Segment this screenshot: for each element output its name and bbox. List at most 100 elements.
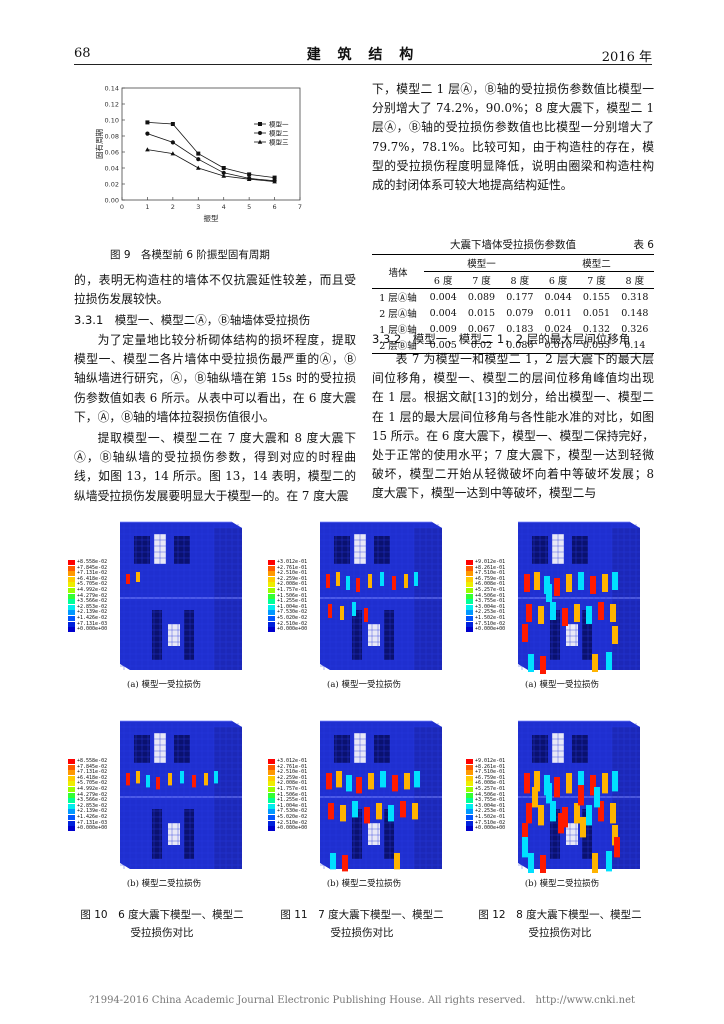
legend-swatch [466,815,473,820]
legend-swatch [466,621,473,627]
table6-deg: 7 度 [472,276,491,287]
legend-label: 模型一 [269,120,289,129]
fig9-chart: 0.00 0.02 0.04 0.06 0.08 0.10 0.12 0.14 0 1 2 3 4 5 6 7… [88,80,328,240]
damage-cell [376,803,382,820]
data-point [272,179,277,184]
damage-cell [598,801,604,822]
building-body [320,522,442,670]
legend-label: 模型三 [269,138,289,147]
damage-cell [340,606,344,620]
legend-value: +0.000e+00 [475,626,506,633]
building-model-render [120,720,242,869]
damage-cell [352,801,358,818]
table6-deg: 6 度 [433,276,453,287]
legend-swatch [268,593,275,599]
legend-value: +1.506e-01 [277,791,308,798]
legend-swatch [466,759,473,764]
legend-value: +7.845e-02 [77,564,108,571]
legend-swatch [68,565,75,571]
legend-swatch [466,560,473,565]
fig12-caption: 图 12 8 度大震下模型一、模型二 受拉损伤对比 [460,906,660,942]
journal-title: 建 筑 结 构 [306,47,420,63]
damage-cell [214,771,218,784]
legend-swatch [466,770,473,776]
damage-cell [532,787,538,808]
legend-value: +6.418e-02 [77,774,108,781]
legend-value: +0.000e+00 [77,825,108,832]
door-opening [582,610,592,660]
damage-cell [586,606,592,624]
window-opening [566,823,578,845]
legend-swatch [466,565,473,571]
legend-value: +3.566e-02 [77,598,108,605]
legend-value: +8.261e-01 [475,564,506,571]
damage-contour-panel: +3.012e-01 +2.761e-01 +2.510e-01 +2.259e-01… [264,713,464,893]
legend-value: +6.759e-01 [475,774,506,781]
window-opening [374,735,390,763]
legend-swatch [268,604,275,610]
damage-cell [328,604,332,618]
legend-swatch [268,798,275,804]
legend-value: +5.020e-02 [277,615,308,621]
data-point [145,131,150,136]
legend-value: +2.259e-01 [277,575,308,582]
legend-value: +9.012e-01 [475,758,506,764]
table6-title: 大震下墙体受拉损伤参数值 [450,239,576,251]
data-point [247,172,252,177]
right-para-1: 下，模型二 1 层Ⓐ，Ⓑ轴的受拉损伤参数值比模型一分别增大了 74.2%，90.… [372,82,654,193]
legend-value: +3.012e-01 [277,758,308,764]
legend-value: +2.761e-01 [277,564,308,571]
legend-swatch [68,604,75,610]
damage-cell [612,771,618,792]
damage-contour-panel: +8.558e-02 +7.845e-02 +7.131e-02 +6.418e-02… [64,713,264,893]
legend-value: +2.761e-01 [277,763,308,770]
legend-value: +1.255e-01 [277,598,308,605]
damage-contour-panel: +3.012e-01 +2.761e-01 +2.510e-01 +2.259e-01… [264,514,464,694]
table-cell: 0.067 [467,323,496,335]
legend-swatch [68,588,75,593]
damage-cell [380,572,384,586]
legend-value: +2.253e-01 [475,808,506,815]
x-tick-label: 0 [120,203,124,211]
x-axis-label: 振型 [204,213,219,223]
section-3-3-2: 3.3.2 模型一、模型二 1，2 层的最大层间位移角 [372,332,631,346]
x-tick-label: 2 [171,203,175,211]
building-model-render [320,521,442,670]
table-cell: 0.053 [582,339,611,351]
table-cell: 1 层Ⓑ轴 [379,325,417,336]
legend-value: +1.426e-02 [77,814,108,820]
legend-swatch [68,621,75,627]
left-para-1: 的，表明无构造柱的墙体不仅抗震延性较差，而且受拉损伤发展较快。 [74,273,356,307]
damage-cell [538,805,544,826]
table-cell: 1 层Ⓐ轴 [379,293,417,304]
building-model-render [320,720,442,872]
legend-value: +2.853e-02 [77,802,108,809]
window-opening [168,624,180,646]
damage-cell [356,578,360,592]
legend-swatch [466,582,473,588]
panel-caption: (a) 模型一受拉损伤 [327,680,401,690]
damage-cell [590,775,596,796]
damage-cell [126,773,130,786]
table6-head-model1: 模型一 [424,254,539,272]
legend-swatch [466,610,473,616]
damage-cell [404,773,410,790]
damage-cell [590,576,596,594]
table-cell: 0.132 [582,323,611,335]
legend-swatch [68,576,75,582]
data-point [221,173,227,178]
legend-value: +7.131e-02 [77,570,108,577]
data-point [170,151,176,156]
legend-value: +4.992e-02 [77,587,108,593]
door-opening [184,809,194,859]
legend-value: +3.004e-01 [475,802,506,809]
damage-cell [364,608,368,622]
data-point [195,165,201,170]
damage-cell [526,803,532,824]
damage-cell [340,805,346,822]
legend-value: +8.558e-02 [77,758,108,764]
damage-contour-panel: +9.012e-01 +8.261e-01 +7.510e-01 +6.759e-01… [462,713,662,893]
data-point [196,151,201,156]
legend-value: +7.530e-02 [277,808,308,815]
legend-swatch [268,809,275,815]
